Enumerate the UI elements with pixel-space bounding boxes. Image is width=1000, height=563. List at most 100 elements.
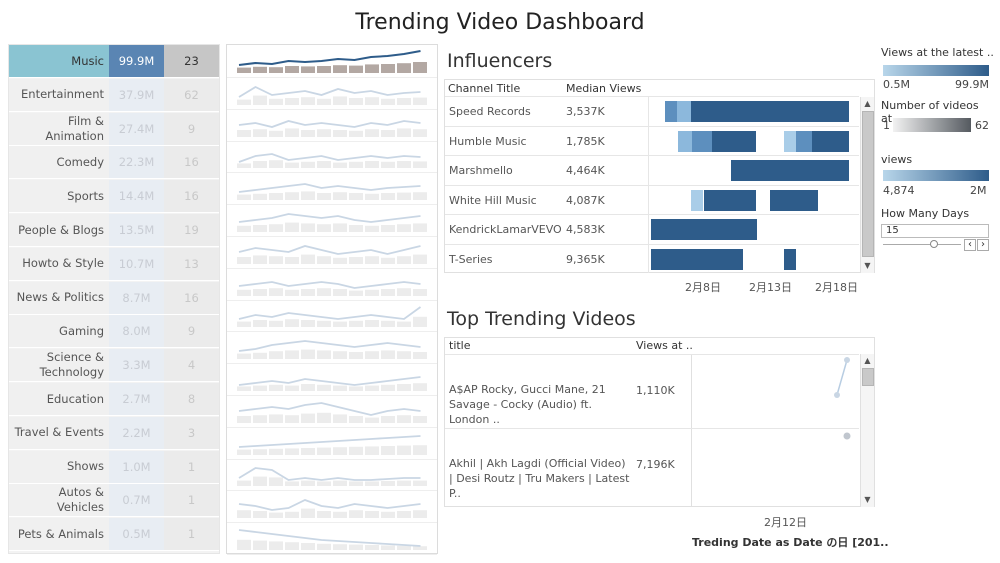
- gantt-segment[interactable]: [770, 189, 818, 211]
- video-row[interactable]: Akhil | Akh Lagdi (Official Video) | Des…: [445, 428, 859, 502]
- category-row[interactable]: Autos & Vehicles 0.7M 1: [9, 484, 219, 518]
- sparkline-row[interactable]: [227, 427, 437, 460]
- sparkline-bar: [269, 541, 283, 550]
- sparkline-row[interactable]: [227, 458, 437, 492]
- scroll-down-icon[interactable]: ▼: [864, 495, 871, 504]
- influencer-row[interactable]: Marshmello 4,464K: [445, 155, 859, 184]
- category-row[interactable]: Shows 1.0M 1: [9, 450, 219, 484]
- gantt-segment[interactable]: [691, 189, 703, 211]
- category-name[interactable]: Sports: [9, 180, 109, 213]
- sparkline-row[interactable]: [227, 522, 437, 555]
- category-row[interactable]: Science & Technology 3.3M 4: [9, 349, 219, 383]
- days-slider-track[interactable]: [883, 244, 961, 245]
- influencer-row[interactable]: KendrickLamarVEVO 4,583K: [445, 214, 859, 243]
- gantt-segment[interactable]: [731, 160, 849, 181]
- category-views: 3.3M: [109, 349, 164, 382]
- category-name[interactable]: People & Blogs: [9, 214, 109, 246]
- category-name[interactable]: Science & Technology: [9, 349, 109, 382]
- gantt-segment[interactable]: [784, 248, 796, 270]
- days-slider-handle[interactable]: [930, 240, 938, 248]
- category-name[interactable]: Gaming: [9, 315, 109, 348]
- sparkline-row[interactable]: [227, 299, 437, 333]
- sparkline-row[interactable]: [227, 77, 437, 110]
- video-row[interactable]: A$AP Rocky, Gucci Mane, 21 Savage - Cock…: [445, 354, 859, 428]
- category-name[interactable]: Shows: [9, 450, 109, 483]
- days-step-right-icon[interactable]: ›: [977, 239, 989, 251]
- scroll-thumb[interactable]: [862, 111, 874, 257]
- gantt-segment[interactable]: [812, 130, 849, 152]
- gantt-segment[interactable]: [677, 101, 691, 122]
- sparkline-row[interactable]: [227, 363, 437, 396]
- scroll-up-icon[interactable]: ▲: [864, 99, 871, 108]
- category-views: 0.5M: [109, 518, 164, 551]
- gantt-segment[interactable]: [796, 130, 812, 152]
- category-name[interactable]: Travel & Events: [9, 416, 109, 449]
- sparkline-row[interactable]: [227, 331, 437, 365]
- sparkline-row[interactable]: [227, 490, 437, 524]
- sparkline-row[interactable]: [227, 236, 437, 269]
- how-many-days-input[interactable]: 15: [881, 224, 989, 238]
- category-name[interactable]: Howto & Style: [9, 247, 109, 280]
- video-axis-label: Treding Date as Date の日 [201..: [692, 536, 889, 549]
- gantt-segment[interactable]: [712, 130, 756, 152]
- influencer-row[interactable]: Humble Music 1,785K: [445, 125, 859, 155]
- influencer-row[interactable]: T-Series 9,365K: [445, 243, 859, 273]
- category-row[interactable]: Howto & Style 10.7M 13: [9, 247, 219, 281]
- category-row[interactable]: Comedy 22.3M 16: [9, 146, 219, 180]
- scroll-thumb[interactable]: [862, 368, 874, 386]
- category-row[interactable]: Sports 14.4M 16: [9, 180, 219, 214]
- category-row[interactable]: Pets & Animals 0.5M 1: [9, 518, 219, 552]
- videos-scrollbar[interactable]: ▲ ▼: [860, 354, 874, 507]
- scroll-down-icon[interactable]: ▼: [864, 261, 871, 270]
- sparkline-row[interactable]: [227, 109, 437, 142]
- category-name[interactable]: Pets & Animals: [9, 518, 109, 551]
- category-row[interactable]: News & Politics 8.7M 16: [9, 281, 219, 315]
- sparkline-row[interactable]: [227, 45, 437, 78]
- sparkline-row[interactable]: [227, 172, 437, 206]
- gantt-segment[interactable]: [678, 130, 692, 152]
- influencers-scrollbar[interactable]: ▲ ▼: [860, 97, 874, 273]
- views-at-header[interactable]: Views at ..: [636, 339, 693, 352]
- sparkline-bar: [285, 289, 299, 296]
- category-name[interactable]: Comedy: [9, 146, 109, 179]
- category-name[interactable]: Autos & Vehicles: [9, 484, 109, 517]
- category-name[interactable]: Entertainment: [9, 78, 109, 111]
- influencer-row[interactable]: White Hill Music 4,087K: [445, 184, 859, 214]
- median-views-header[interactable]: Median Views: [566, 82, 642, 95]
- gantt-segment[interactable]: [665, 101, 677, 122]
- sparkline-row[interactable]: [227, 268, 437, 301]
- influencer-row[interactable]: Speed Records 3,537K: [445, 96, 859, 125]
- video-title-header[interactable]: title: [449, 339, 471, 352]
- sparkline-row[interactable]: [227, 395, 437, 428]
- gantt-segment[interactable]: [651, 219, 757, 240]
- category-row[interactable]: Gaming 8.0M 9: [9, 315, 219, 349]
- category-name[interactable]: Music: [9, 45, 109, 77]
- channel-title-header[interactable]: Channel Title: [448, 82, 521, 95]
- category-name[interactable]: Education: [9, 383, 109, 415]
- sparkline-row[interactable]: [227, 204, 437, 237]
- days-step-left-icon[interactable]: ‹: [964, 239, 976, 251]
- category-row[interactable]: Education 2.7M 8: [9, 383, 219, 416]
- gantt-segment[interactable]: [692, 130, 712, 152]
- sparkline-bar: [349, 290, 363, 296]
- video-views: 1,110K: [636, 384, 675, 397]
- category-row[interactable]: Music 99.9M 23: [9, 45, 219, 78]
- sparkline-row[interactable]: [227, 140, 437, 174]
- category-name[interactable]: Film & Animation: [9, 112, 109, 145]
- sparkline-chart: [237, 244, 427, 264]
- category-views: 99.9M: [109, 45, 164, 77]
- gantt-segment[interactable]: [704, 189, 756, 211]
- scroll-up-icon[interactable]: ▲: [864, 356, 871, 365]
- video-trend-point: [844, 357, 850, 363]
- gantt-segment[interactable]: [651, 248, 743, 270]
- gantt-segment[interactable]: [784, 130, 796, 152]
- category-row[interactable]: Entertainment 37.9M 62: [9, 78, 219, 112]
- sparkline-bar: [413, 444, 427, 455]
- category-row[interactable]: Film & Animation 27.4M 9: [9, 112, 219, 146]
- sparkline-bar: [365, 289, 379, 296]
- category-name[interactable]: News & Politics: [9, 281, 109, 314]
- sparkline-bar: [381, 321, 395, 328]
- category-row[interactable]: Travel & Events 2.2M 3: [9, 416, 219, 450]
- gantt-segment[interactable]: [691, 101, 849, 122]
- category-row[interactable]: People & Blogs 13.5M 19: [9, 214, 219, 247]
